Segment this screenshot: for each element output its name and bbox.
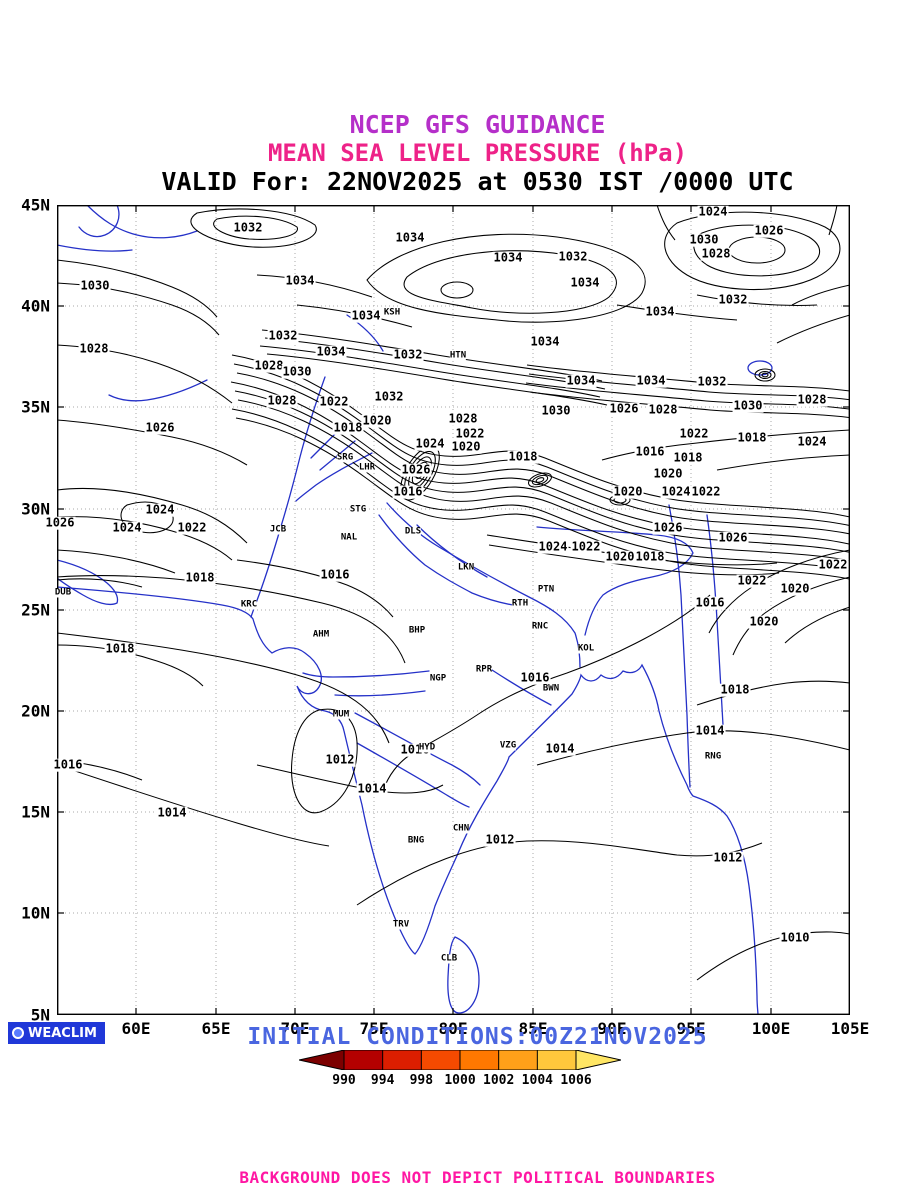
lat-axis-label: 35N xyxy=(21,397,50,417)
isobar-high-inner xyxy=(403,250,617,314)
colorbar-tick-label: 1000 xyxy=(444,1073,476,1088)
lat-axis-label: 40N xyxy=(21,296,50,316)
graticule-grid xyxy=(57,205,850,1015)
colorbar-tick-label: 990 xyxy=(332,1073,356,1088)
disclaimer-text: BACKGROUND DOES NOT DEPICT POLITICAL BOU… xyxy=(239,1168,716,1187)
river-irrawaddy xyxy=(668,504,691,788)
pressure-contour-map xyxy=(56,204,857,1016)
lat-axis-label: 30N xyxy=(21,499,50,519)
river-sutlej xyxy=(295,452,373,502)
colorbar-tick-label: 1006 xyxy=(560,1073,592,1088)
coastline-river-layer xyxy=(56,204,773,1016)
river-yamuna xyxy=(378,514,520,607)
river-narmada xyxy=(302,670,430,678)
lat-axis-label: 25N xyxy=(21,600,50,620)
map-frame xyxy=(56,204,850,1015)
river-ganges xyxy=(386,502,581,668)
colorbar-tick-label: 1002 xyxy=(483,1073,515,1088)
title-variable: MEAN SEA LEVEL PRESSURE (hPa) xyxy=(267,139,688,167)
coastline xyxy=(56,586,759,1016)
lat-axis-label: 20N xyxy=(21,701,50,721)
river-mahanadi xyxy=(491,669,552,706)
river-ghaghara xyxy=(416,524,488,578)
colorbar-tick-label: 1004 xyxy=(521,1073,553,1088)
weaclim-logo: WEACLIM xyxy=(8,1022,105,1044)
river-tapti xyxy=(334,690,426,697)
gulf-coast xyxy=(56,559,119,606)
river-salween xyxy=(706,514,724,726)
lat-axis-label: 15N xyxy=(21,802,50,822)
lat-axis-label: 45N xyxy=(21,195,50,215)
river-jhelum xyxy=(319,440,356,471)
title-valid-time: VALID For: 22NOV2025 at 0530 IST /0000 U… xyxy=(161,167,794,196)
lat-axis-label: 10N xyxy=(21,903,50,923)
colorbar: 990 994 998 1000 1002 1004 1006 xyxy=(298,1049,622,1094)
weaclim-logo-icon xyxy=(12,1027,24,1039)
river-amu-1 xyxy=(86,204,198,239)
river-topleft xyxy=(78,204,120,238)
map-area xyxy=(56,204,857,1016)
colorbar-scale xyxy=(298,1049,622,1071)
title-model: NCEP GFS GUIDANCE xyxy=(349,110,606,139)
lake xyxy=(747,360,773,376)
river-krishna xyxy=(356,742,470,808)
isobar-high-outer xyxy=(366,233,646,323)
river-helmand xyxy=(108,379,208,402)
river-amu-2 xyxy=(56,244,133,252)
colorbar-tick-label: 998 xyxy=(409,1073,434,1088)
initial-conditions-text: INITIAL CONDITIONS:00Z21NOV2025 xyxy=(247,1024,708,1050)
river-indus xyxy=(250,376,326,618)
weaclim-logo-text: WEACLIM xyxy=(28,1025,97,1041)
colorbar-tick-label: 994 xyxy=(370,1073,395,1088)
